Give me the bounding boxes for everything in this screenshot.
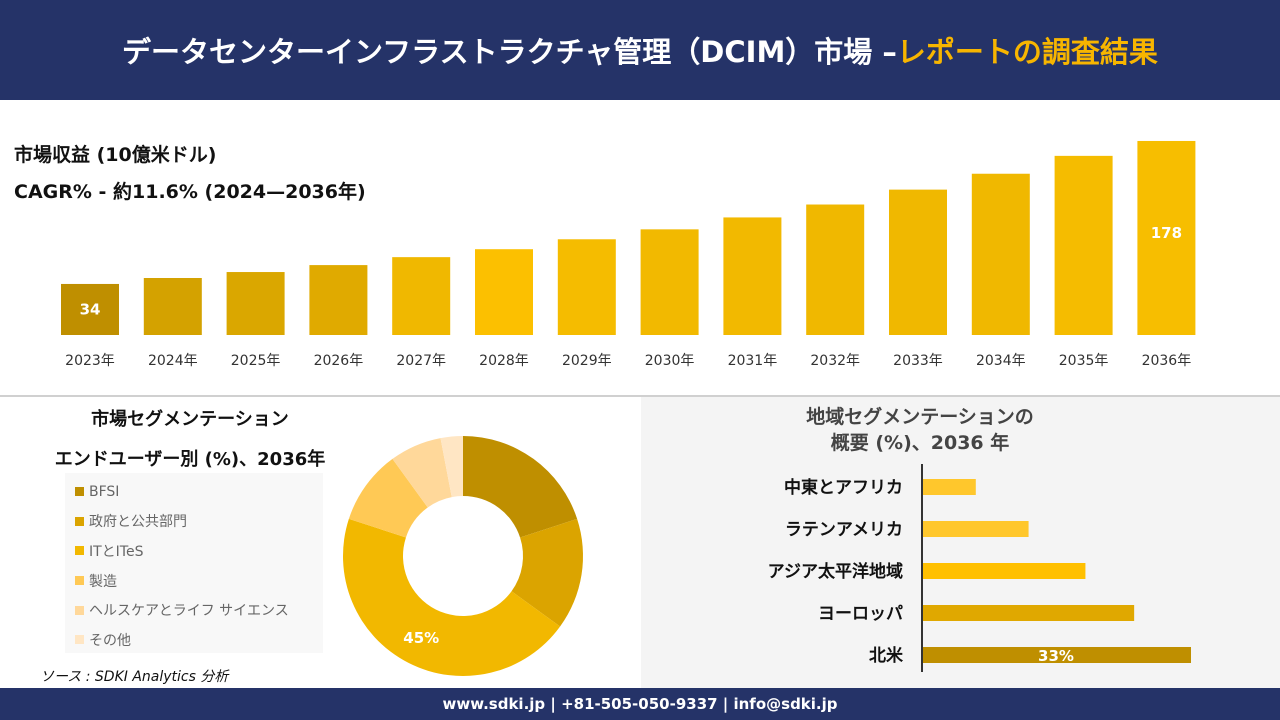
legend-item: ヘルスケアとライフ サイエンス <box>75 595 313 625</box>
legend-label: ヘルスケアとライフ サイエンス <box>89 603 289 620</box>
donut-slice <box>440 436 463 498</box>
legend-item: 政府と公共部門 <box>75 507 313 537</box>
bar-ヨーロッパ <box>923 605 1135 621</box>
bar-2024年 <box>143 278 202 335</box>
divider <box>0 395 1280 397</box>
category-label: 中東とアフリカ <box>784 477 903 498</box>
x-tick-label: 2031年 <box>728 353 778 369</box>
legend-item: その他 <box>75 625 313 655</box>
title-main: データセンターインフラストラクチャ管理（DCIM）市場 – <box>122 35 897 69</box>
region-title-line1: 地域セグメンテーションの <box>806 406 1034 428</box>
legend-item: 製造 <box>75 566 313 596</box>
bar-2029年 <box>557 239 616 335</box>
segment-title: 市場セグメンテーション エンドユーザー別 (%)、2036年 <box>0 400 380 480</box>
bar-2031年 <box>723 217 782 335</box>
legend-label: 政府と公共部門 <box>89 514 187 531</box>
bar-2032年 <box>806 204 865 335</box>
data-label: 34 <box>80 300 101 318</box>
bar-北米 <box>923 647 1191 663</box>
x-tick-label: 2030年 <box>645 353 695 369</box>
bar-2026年 <box>309 265 368 335</box>
x-tick-label: 2035年 <box>1059 353 1109 369</box>
x-tick-label: 2032年 <box>810 353 860 369</box>
data-label: 33% <box>1038 647 1074 665</box>
donut-slice <box>463 436 578 538</box>
region-panel <box>641 397 1280 688</box>
x-tick-label: 2025年 <box>231 353 281 369</box>
legend-label: ITとITeS <box>89 543 144 560</box>
category-label: ヨーロッパ <box>818 604 903 624</box>
footer-contact: www.sdki.jp | +81-505-050-9337 | info@sd… <box>0 688 1280 720</box>
bar-2035年 <box>1054 155 1113 335</box>
revenue-bar-chart: 2023年 34 2024年 2025年 2026年 2027年 2028年 2029年 203… <box>61 140 1196 369</box>
category-label: 北米 <box>869 645 904 666</box>
bar-2028年 <box>475 249 533 335</box>
segment-title-line1: 市場セグメンテーション <box>91 409 289 430</box>
x-tick-label: 2024年 <box>148 353 198 369</box>
category-label: ラテンアメリカ <box>785 520 903 540</box>
region-title-line2: 概要 (%)、2036 年 <box>830 432 1010 454</box>
bar-2030年 <box>640 229 699 335</box>
legend-swatch <box>75 576 84 586</box>
bar-2027年 <box>392 257 451 335</box>
legend-swatch <box>75 546 84 556</box>
bar-2033年 <box>889 189 947 335</box>
data-label: 45% <box>403 629 439 647</box>
bar-2034年 <box>971 173 1030 335</box>
legend-swatch <box>75 487 84 497</box>
legend-label: その他 <box>89 632 131 649</box>
donut-slice <box>342 518 561 677</box>
x-tick-label: 2029年 <box>562 353 612 369</box>
x-tick-label: 2036年 <box>1142 353 1192 369</box>
data-label: 178 <box>1151 224 1182 242</box>
bar-2023年 <box>61 283 119 335</box>
revenue-title: 市場収益 (10億米ドル) <box>14 144 217 166</box>
category-label: アジア太平洋地域 <box>768 561 903 582</box>
donut-slice <box>348 458 428 538</box>
bar-ラテンアメリカ <box>923 521 1029 537</box>
region-title: 地域セグメンテーションの 概要 (%)、2036 年 <box>760 404 1080 456</box>
bar-アジア太平洋地域 <box>923 563 1086 579</box>
donut-slice <box>511 518 583 627</box>
x-tick-label: 2034年 <box>976 353 1026 369</box>
donut-slice <box>392 438 452 508</box>
x-tick-label: 2026年 <box>314 353 364 369</box>
x-tick-label: 2027年 <box>396 353 446 369</box>
source-note: ソース : SDKI Analytics 分析 <box>40 669 229 685</box>
title-accent: レポートの調査結果 <box>896 35 1158 69</box>
x-tick-label: 2023年 <box>65 353 115 369</box>
legend-item: ITとITeS <box>75 536 313 566</box>
x-tick-label: 2033年 <box>893 353 943 369</box>
legend-label: 製造 <box>89 573 117 590</box>
segment-title-line2: エンドユーザー別 (%)、2036年 <box>54 449 326 470</box>
bar-中東とアフリカ <box>923 479 976 495</box>
x-tick-label: 2028年 <box>479 353 529 369</box>
pie-legend: BFSI 政府と公共部門 ITとITeS 製造ヘルスケアとライフ サイエンス その他 <box>65 473 323 653</box>
bar-2025年 <box>226 272 285 335</box>
legend-swatch <box>75 605 84 615</box>
legend-swatch <box>75 516 84 526</box>
cagr-text: CAGR% - 約11.6% (2024—2036年) <box>14 181 366 203</box>
header-banner: データセンターインフラストラクチャ管理（DCIM）市場 – レポートの調査結果 <box>0 0 1280 100</box>
bar-2036年 <box>1137 140 1196 335</box>
enduser-donut-chart: 45% <box>342 436 583 677</box>
legend-label: BFSI <box>89 483 120 500</box>
legend-swatch <box>75 635 84 645</box>
legend-item: BFSI <box>75 477 313 507</box>
